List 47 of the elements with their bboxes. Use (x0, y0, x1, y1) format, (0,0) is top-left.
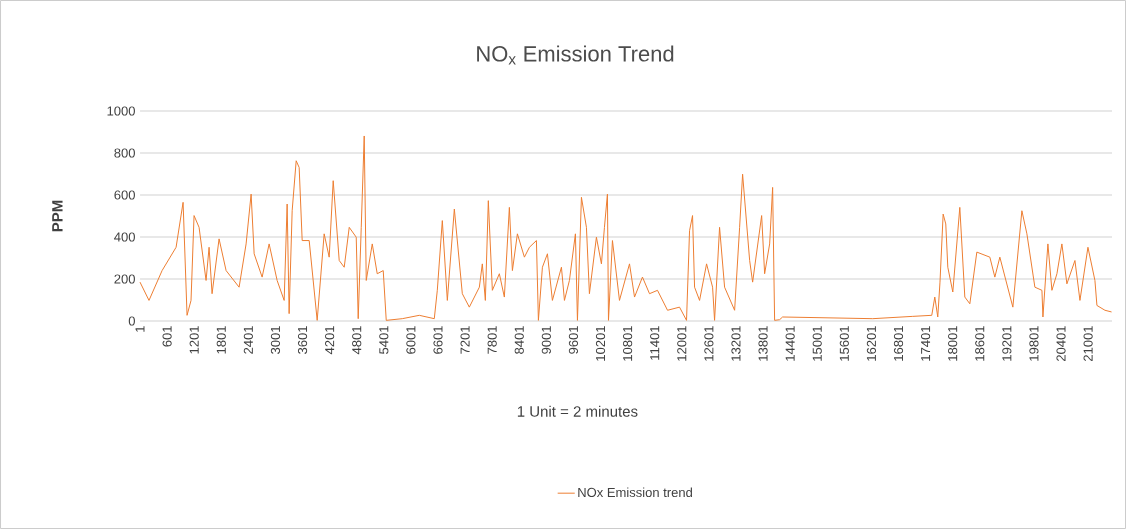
x-tick-label: 9001 (541, 326, 551, 354)
x-tick-label: 13801 (758, 326, 768, 361)
legend-label: NOx Emission trend (578, 487, 692, 498)
y-tick-label: 600 (114, 190, 135, 200)
x-tick-label: 15601 (839, 326, 849, 361)
x-axis-title: 1 Unit = 2 minutes (517, 405, 638, 417)
chart-title: NO$_{x}$ Emission Trend (477, 45, 674, 65)
x-tick-label: 21001 (1083, 326, 1093, 362)
x-tick-label: 3001 (270, 326, 281, 354)
x-tick-label: 8401 (514, 326, 524, 354)
x-tick-label: 6001 (406, 326, 416, 354)
y-tick-label: 400 (114, 232, 135, 242)
x-tick-label: 10801 (623, 326, 633, 361)
x-tick-label: 5401 (379, 326, 389, 354)
x-tick-label: 7801 (487, 326, 497, 354)
x-tick-label: 4801 (352, 326, 362, 355)
x-tick-label: 9601 (568, 326, 579, 354)
x-tick-label: 601 (162, 326, 172, 347)
y-tick-label: 0 (128, 316, 135, 326)
y-axis-title: PPM (52, 200, 63, 232)
x-tick-label: 1201 (189, 326, 199, 354)
x-tick-label: 17401 (920, 326, 931, 361)
y-tick-label: 1000 (107, 106, 135, 116)
y-tick-label: 200 (114, 274, 135, 284)
x-tick-label: 11401 (650, 326, 660, 360)
x-tick-label: 14401 (785, 326, 795, 361)
x-tick-label: 1 (135, 326, 145, 332)
x-tick-label: 10201 (595, 326, 606, 361)
x-tick-label: 16201 (866, 326, 877, 361)
x-tick-label: 6601 (433, 326, 443, 354)
x-tick-label: 18001 (948, 326, 958, 361)
x-tick-label: 19201 (1002, 326, 1012, 361)
x-tick-label: 3601 (297, 326, 308, 354)
x-tick-label: 2401 (243, 326, 253, 354)
x-tick-label: 16801 (893, 326, 904, 361)
x-tick-label: 4201 (325, 326, 335, 355)
line-series (139, 135, 1113, 321)
x-tick-label: 15001 (812, 326, 822, 361)
x-tick-label: 12601 (704, 326, 714, 361)
x-tick-label: 13201 (731, 326, 741, 361)
y-tick-label: 800 (114, 148, 135, 158)
x-tick-label: 20401 (1056, 326, 1066, 362)
x-tick-label: 18601 (975, 326, 985, 361)
x-tick-label: 12001 (677, 326, 687, 361)
x-tick-label: 1801 (216, 326, 226, 354)
x-tick-label: 19801 (1029, 326, 1039, 361)
x-tick-label: 7201 (460, 326, 470, 354)
